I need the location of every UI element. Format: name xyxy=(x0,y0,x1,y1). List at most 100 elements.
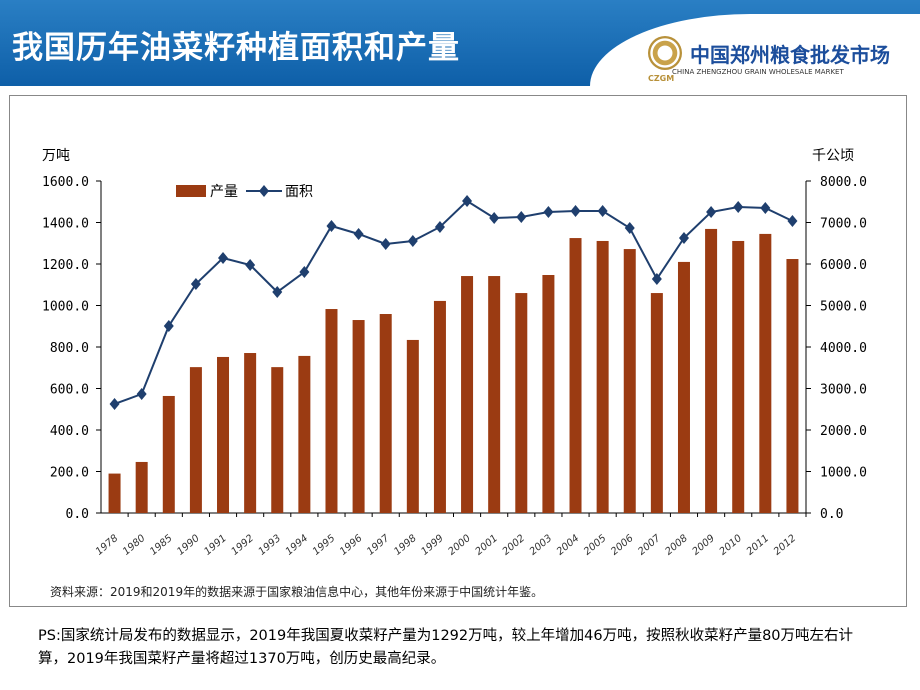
x-tick-label: 2011 xyxy=(745,533,772,558)
x-tick-label: 1980 xyxy=(121,533,148,558)
logo-text-cn: 中国郑州粮食批发市场 xyxy=(690,42,890,67)
legend-line-label: 面积 xyxy=(285,184,313,200)
point-2007 xyxy=(651,272,662,285)
point-1994 xyxy=(299,266,310,279)
page-title: 我国历年油菜籽种植面积和产量 xyxy=(12,30,460,66)
right-tick-label: 1000.0 xyxy=(820,466,867,481)
x-tick-label: 1985 xyxy=(148,533,175,558)
point-2012 xyxy=(787,215,798,228)
point-2003 xyxy=(543,206,554,219)
left-tick-label: 1200.0 xyxy=(42,258,89,273)
x-tick-label: 2009 xyxy=(690,533,717,558)
bar-1985 xyxy=(162,395,175,513)
point-2008 xyxy=(678,231,689,244)
point-1985 xyxy=(163,320,174,333)
x-tick-label: 2002 xyxy=(501,533,528,558)
logo-abbr: CZGM xyxy=(648,74,675,83)
left-tick-label: 0.0 xyxy=(66,507,89,522)
bar-2002 xyxy=(515,293,528,513)
left-tick-label: 800.0 xyxy=(50,341,89,356)
x-tick-label: 1994 xyxy=(284,533,311,558)
left-axis-label: 万吨 xyxy=(42,148,70,164)
x-tick-label: 1995 xyxy=(311,533,338,558)
bar-1992 xyxy=(244,353,257,513)
point-1997 xyxy=(380,237,391,250)
right-tick-label: 3000.0 xyxy=(820,383,867,398)
legend-bar-label: 产量 xyxy=(210,184,238,200)
ps-note: PS:国家统计局发布的数据显示，2019年我国夏收菜籽产量为1292万吨，较上年… xyxy=(38,628,854,667)
right-tick-label: 0.0 xyxy=(820,507,843,522)
point-2000 xyxy=(462,195,473,208)
bar-2001 xyxy=(488,276,501,513)
header-banner: 我国历年油菜籽种植面积和产量 xyxy=(0,0,920,86)
left-tick-label: 400.0 xyxy=(50,424,89,439)
point-1996 xyxy=(353,227,364,240)
bar-2010 xyxy=(732,240,745,513)
point-1980 xyxy=(136,388,147,401)
bar-2008 xyxy=(677,261,690,513)
bar-2011 xyxy=(759,233,772,513)
x-tick-label: 1992 xyxy=(229,533,256,558)
point-1991 xyxy=(218,251,229,264)
x-tick-label: 2004 xyxy=(555,533,582,558)
point-2002 xyxy=(516,210,527,223)
bar-1990 xyxy=(189,367,202,513)
logo: 中国郑州粮食批发市场 xyxy=(648,36,890,70)
logo-icon xyxy=(648,36,682,70)
right-tick-label: 8000.0 xyxy=(820,175,867,190)
line-面积 xyxy=(114,199,793,405)
point-1978 xyxy=(109,397,120,410)
left-tick-label: 1600.0 xyxy=(42,175,89,190)
bar-2012 xyxy=(786,259,799,513)
bar-1995 xyxy=(325,309,338,513)
x-tick-label: 1990 xyxy=(175,533,202,558)
chart-frame xyxy=(9,95,907,607)
point-1999 xyxy=(434,220,445,233)
bar-2007 xyxy=(650,293,663,513)
x-tick-label: 1997 xyxy=(365,532,392,557)
x-tick-label: 2006 xyxy=(609,533,636,558)
bar-2006 xyxy=(623,249,636,513)
point-1992 xyxy=(245,258,256,271)
x-tick-label: 2012 xyxy=(772,533,799,558)
bar-1997 xyxy=(379,314,392,513)
point-2011 xyxy=(760,202,771,215)
bar-2004 xyxy=(569,238,582,513)
point-2009 xyxy=(706,206,717,219)
point-2001 xyxy=(489,212,500,225)
left-tick-label: 1000.0 xyxy=(42,300,89,315)
bar-2009 xyxy=(705,228,718,513)
point-1993 xyxy=(272,286,283,299)
bar-1991 xyxy=(217,356,230,513)
right-tick-label: 7000.0 xyxy=(820,217,867,232)
x-tick-label: 1996 xyxy=(338,533,365,558)
point-1990 xyxy=(190,278,201,291)
bar-1978 xyxy=(108,473,121,513)
x-tick-label: 2005 xyxy=(582,533,609,558)
right-tick-label: 6000.0 xyxy=(820,258,867,273)
left-tick-label: 600.0 xyxy=(50,383,89,398)
logo-text-en: CHINA ZHENGZHOU GRAIN WHOLESALE MARKET xyxy=(672,68,844,76)
left-tick-label: 1400.0 xyxy=(42,217,89,232)
legend-line-marker xyxy=(259,185,269,197)
x-tick-label: 2003 xyxy=(528,533,555,558)
point-1998 xyxy=(407,235,418,248)
bar-1980 xyxy=(135,461,148,513)
bar-1994 xyxy=(298,355,311,513)
bar-1996 xyxy=(352,320,365,513)
left-tick-label: 200.0 xyxy=(50,466,89,481)
right-tick-label: 5000.0 xyxy=(820,300,867,315)
bar-2005 xyxy=(596,240,609,513)
source-note: 资料来源：2019和2019年的数据来源于国家粮油信息中心，其他年份来源于中国统… xyxy=(50,585,544,599)
right-axis-label: 千公顷 xyxy=(812,148,854,164)
x-tick-label: 2010 xyxy=(718,533,745,558)
point-1995 xyxy=(326,219,337,232)
x-tick-label: 1998 xyxy=(392,533,419,558)
point-2005 xyxy=(597,205,608,218)
bar-1999 xyxy=(433,300,446,513)
bar-2003 xyxy=(542,274,555,513)
x-tick-label: 2001 xyxy=(474,533,501,558)
x-tick-label: 1978 xyxy=(94,533,121,558)
right-tick-label: 4000.0 xyxy=(820,341,867,356)
